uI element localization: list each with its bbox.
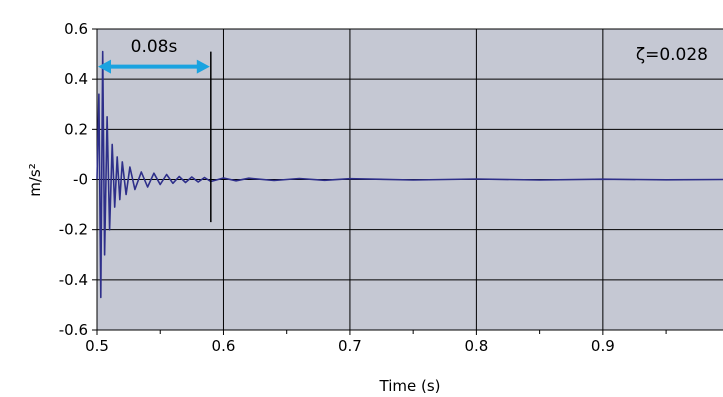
x-tick-label: 0.5: [85, 337, 109, 355]
y-axis-title: m/s²: [26, 163, 44, 197]
y-tick-label: 0.4: [64, 70, 88, 88]
x-tick-label: 0.6: [212, 337, 236, 355]
interval-label: 0.08s: [131, 37, 178, 57]
x-tick-label: 0.8: [464, 337, 488, 355]
x-tick-label: 0.9: [591, 337, 615, 355]
y-tick-label: -0.4: [59, 271, 88, 289]
x-tick-label: 0.7: [338, 337, 362, 355]
y-tick-label: -0.2: [59, 221, 88, 239]
damping-label: ζ=0.028: [636, 45, 708, 65]
interval-arrow-head-right: [196, 59, 210, 74]
interval-arrow: [98, 59, 210, 74]
signal-series-line: [96, 50, 723, 299]
x-axis-title: Time (s): [379, 377, 441, 395]
y-tick-label: 0.2: [64, 120, 88, 138]
y-tick-label: -0: [73, 171, 88, 189]
x-ticks: 0.5 0.6 0.7 0.8 0.9: [85, 330, 667, 355]
y-tick-label: -0.6: [59, 321, 88, 339]
interval-arrow-head-left: [98, 59, 111, 74]
y-ticks: 0.6 0.4 0.2 -0 -0.2 -0.4 -0.6: [59, 20, 97, 339]
y-tick-label: 0.6: [64, 20, 88, 38]
